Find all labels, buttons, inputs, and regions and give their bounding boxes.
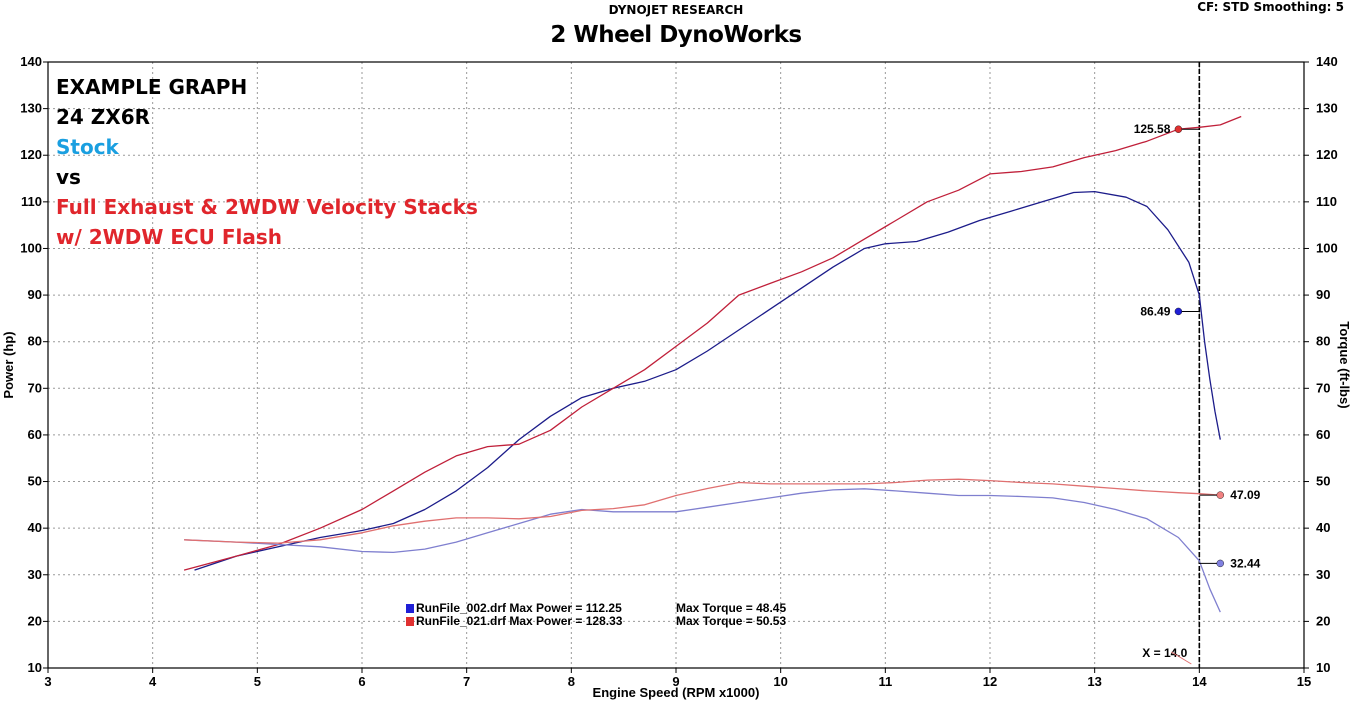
x-tick-label: 11	[878, 674, 892, 689]
y-tick-label: 110	[21, 194, 42, 209]
annotation-line: 24 ZX6R	[56, 105, 151, 129]
y-tick-label: 80	[28, 334, 42, 349]
chart-title: 2 Wheel DynoWorks	[550, 22, 802, 48]
x-tick-label: 14	[1192, 674, 1207, 689]
x-tick-label: 15	[1297, 674, 1311, 689]
marker-value-label: 32.44	[1230, 556, 1260, 570]
chart-supertitle: DYNOJET RESEARCH	[608, 3, 744, 17]
marker-value-label: 125.58	[1134, 122, 1171, 136]
y2-tick-label: 50	[1316, 474, 1330, 489]
marker-dot	[1216, 559, 1224, 568]
y-tick-label: 140	[20, 54, 42, 69]
y2-tick-label: 130	[1316, 101, 1338, 116]
x-tick-label: 13	[1087, 674, 1101, 689]
y-tick-label: 60	[28, 427, 42, 442]
y2-tick-label: 100	[1316, 240, 1338, 255]
annotation-line: Stock	[56, 135, 119, 159]
x-tick-label: 3	[44, 674, 51, 689]
marker-dot	[1216, 491, 1224, 499]
marker-dot	[1174, 125, 1183, 133]
cursor-label: X = 14.0	[1142, 646, 1187, 660]
y2-tick-label: 140	[1316, 54, 1338, 69]
y-axis-title: Power (hp)	[1, 331, 16, 398]
legend-torque-label: Max Torque = 50.53	[676, 614, 787, 628]
cursor-pointer	[1171, 651, 1192, 665]
x-axis-title: Engine Speed (RPM x1000)	[593, 685, 760, 700]
annotation-line: w/ 2WDW ECU Flash	[56, 225, 283, 249]
y-tick-label: 90	[28, 287, 42, 302]
x-tick-label: 7	[463, 674, 470, 689]
y2-tick-label: 20	[1316, 613, 1330, 628]
y2-tick-label: 80	[1316, 334, 1330, 349]
x-tick-label: 9	[672, 674, 679, 689]
y2-tick-label: 30	[1316, 567, 1330, 582]
series-line-power	[183, 115, 1242, 571]
legend-swatch	[406, 617, 414, 626]
legend-file-label: RunFile_002.drf Max Power = 112.25	[416, 601, 622, 615]
y-tick-label: 100	[20, 240, 42, 255]
y-tick-label: 20	[28, 613, 42, 628]
legend-torque-label: Max Torque = 48.45	[676, 601, 787, 615]
x-tick-label: 12	[983, 674, 997, 689]
series-line-torque	[184, 478, 1221, 544]
y2-tick-label: 70	[1316, 380, 1330, 395]
y2-tick-label: 40	[1316, 520, 1330, 535]
x-tick-label: 6	[358, 674, 365, 689]
y-tick-label: 130	[20, 101, 42, 116]
annotation-line: Full Exhaust & 2WDW Velocity Stacks	[56, 195, 478, 219]
y-tick-label: 30	[28, 567, 42, 582]
settings-readout: CF: STD Smoothing: 5	[1197, 0, 1344, 14]
x-tick-label: 10	[773, 674, 787, 689]
marker-value-label: 47.09	[1230, 488, 1260, 502]
series-line-power	[194, 190, 1221, 571]
y-tick-label: 10	[28, 660, 42, 675]
annotation-line: vs	[56, 165, 81, 189]
legend-swatch	[406, 604, 414, 613]
y-tick-label: 40	[28, 520, 42, 535]
y2-axis-title: Torque (ft-lbs)	[1337, 321, 1352, 408]
legend-file-label: RunFile_021.drf Max Power = 128.33	[416, 614, 623, 628]
marker-dot	[1174, 307, 1183, 316]
x-tick-label: 4	[149, 674, 157, 689]
legend-entry: RunFile_002.drf Max Power = 112.25 Max To…	[406, 601, 786, 615]
marker-value-label: 86.49	[1140, 304, 1170, 318]
y2-tick-label: 120	[1316, 147, 1338, 162]
annotation-line: EXAMPLE GRAPH	[56, 75, 248, 99]
y-tick-label: 70	[28, 380, 42, 395]
series-line-torque	[184, 488, 1221, 613]
x-tick-label: 5	[254, 674, 261, 689]
x-tick-label: 8	[568, 674, 575, 689]
y2-tick-label: 60	[1316, 427, 1330, 442]
y-tick-label: 120	[20, 147, 42, 162]
y2-tick-label: 90	[1316, 287, 1330, 302]
y2-tick-label: 110	[1316, 194, 1337, 209]
y2-tick-label: 10	[1316, 660, 1330, 675]
y-tick-label: 50	[28, 474, 42, 489]
legend-entry: RunFile_021.drf Max Power = 128.33 Max To…	[406, 614, 786, 628]
